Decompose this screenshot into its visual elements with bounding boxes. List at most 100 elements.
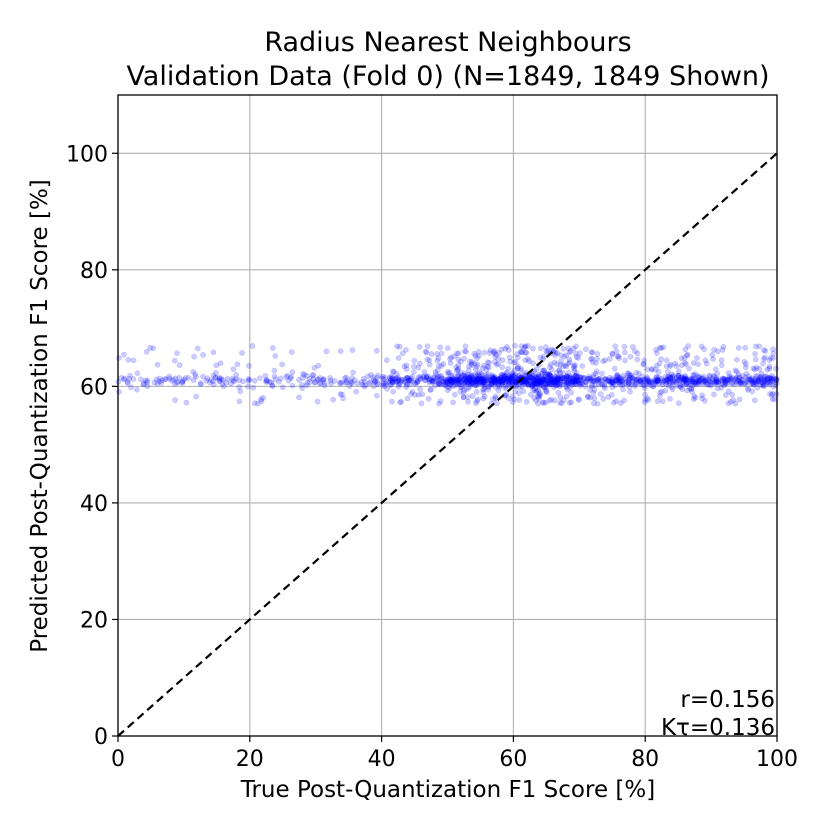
scatter-point bbox=[688, 375, 695, 382]
scatter-point bbox=[752, 377, 758, 384]
scatter-point bbox=[191, 353, 197, 360]
scatter-point bbox=[320, 377, 326, 384]
scatter-point bbox=[530, 375, 537, 382]
scatter-point bbox=[476, 375, 483, 382]
scatter-point bbox=[426, 378, 433, 384]
scatter-point bbox=[657, 389, 663, 396]
scatter-point bbox=[390, 368, 396, 375]
scatter-point bbox=[684, 387, 690, 394]
scatter-point bbox=[651, 378, 657, 385]
scatter-point bbox=[663, 377, 670, 384]
scatter-point bbox=[647, 382, 654, 389]
scatter-point bbox=[439, 375, 446, 382]
scatter-point bbox=[757, 376, 764, 383]
scatter-point bbox=[448, 377, 455, 384]
scatter-point bbox=[480, 379, 486, 386]
scatter-point bbox=[573, 343, 579, 350]
scatter-point bbox=[686, 365, 692, 372]
x-tick-label: 80 bbox=[631, 747, 659, 772]
scatter-point bbox=[653, 362, 660, 369]
scatter-point bbox=[522, 378, 528, 384]
scatter-point bbox=[601, 383, 608, 389]
scatter-point bbox=[535, 378, 541, 384]
scatter-point bbox=[634, 376, 641, 383]
scatter-point bbox=[375, 380, 381, 386]
scatter-point bbox=[522, 344, 528, 350]
scatter-point bbox=[683, 376, 690, 383]
scatter-point bbox=[620, 381, 627, 388]
scatter-point bbox=[481, 376, 487, 383]
scatter-point bbox=[571, 365, 577, 372]
x-tick-label: 100 bbox=[756, 747, 798, 772]
scatter-point bbox=[419, 391, 426, 398]
scatter-point bbox=[394, 378, 401, 385]
scatter-point bbox=[617, 381, 624, 388]
scatter-point bbox=[540, 376, 546, 383]
scatter-point bbox=[500, 377, 507, 384]
scatter-point bbox=[491, 375, 498, 382]
scatter-point bbox=[727, 375, 734, 382]
scatter-point bbox=[396, 378, 403, 385]
scatter-point bbox=[554, 381, 561, 387]
scatter-point bbox=[525, 342, 531, 349]
scatter-point bbox=[575, 376, 582, 383]
scatter-point bbox=[380, 376, 387, 382]
scatter-point bbox=[630, 344, 636, 350]
scatter-point bbox=[337, 391, 344, 397]
scatter-point bbox=[486, 378, 493, 384]
scatter-point bbox=[763, 380, 770, 386]
scatter-point bbox=[532, 378, 538, 385]
scatter-point bbox=[668, 384, 675, 391]
scatter-point bbox=[455, 350, 462, 357]
scatter-point bbox=[406, 377, 413, 384]
scatter-point bbox=[224, 376, 231, 382]
scatter-point bbox=[599, 377, 605, 384]
scatter-point bbox=[696, 376, 702, 383]
scatter-point bbox=[593, 368, 600, 375]
scatter-point bbox=[563, 383, 570, 390]
scatter-point bbox=[266, 379, 273, 385]
scatter-point bbox=[769, 390, 776, 397]
scatter-point bbox=[667, 374, 674, 381]
scatter-point bbox=[349, 380, 355, 386]
scatter-point bbox=[587, 387, 594, 393]
scatter-point bbox=[467, 358, 473, 365]
scatter-point bbox=[602, 357, 609, 364]
scatter-point bbox=[532, 375, 539, 382]
scatter-point bbox=[557, 373, 564, 380]
scatter-point bbox=[212, 374, 219, 381]
scatter-point bbox=[675, 377, 682, 384]
scatter-point bbox=[447, 356, 453, 362]
scatter-point bbox=[550, 384, 557, 390]
scatter-point bbox=[263, 377, 270, 384]
scatter-point bbox=[746, 377, 752, 383]
scatter-point bbox=[504, 375, 510, 382]
scatter-point bbox=[553, 374, 560, 381]
scatter-point bbox=[424, 373, 431, 379]
scatter-point bbox=[337, 379, 343, 386]
scatter-point bbox=[509, 379, 516, 386]
scatter-point bbox=[760, 383, 767, 389]
scatter-point bbox=[491, 359, 498, 365]
scatter-point bbox=[619, 381, 626, 388]
scatter-point bbox=[713, 376, 720, 383]
scatter-point bbox=[543, 344, 549, 350]
scatter-point bbox=[502, 379, 509, 386]
scatter-point bbox=[438, 372, 445, 379]
scatter-point bbox=[475, 381, 481, 387]
scatter-point bbox=[428, 377, 435, 384]
scatter-point bbox=[269, 382, 276, 389]
scatter-point bbox=[633, 376, 640, 382]
scatter-point bbox=[577, 377, 584, 383]
scatter-point bbox=[465, 375, 472, 382]
x-tick-label: 0 bbox=[111, 747, 125, 772]
scatter-point bbox=[454, 381, 460, 388]
scatter-point bbox=[402, 379, 409, 386]
scatter-point bbox=[669, 374, 676, 381]
scatter-point bbox=[669, 379, 676, 386]
scatter-point bbox=[174, 379, 181, 385]
scatter-point bbox=[531, 380, 537, 387]
scatter-point bbox=[533, 387, 540, 393]
scatter-point bbox=[573, 378, 579, 385]
scatter-point bbox=[686, 385, 693, 392]
